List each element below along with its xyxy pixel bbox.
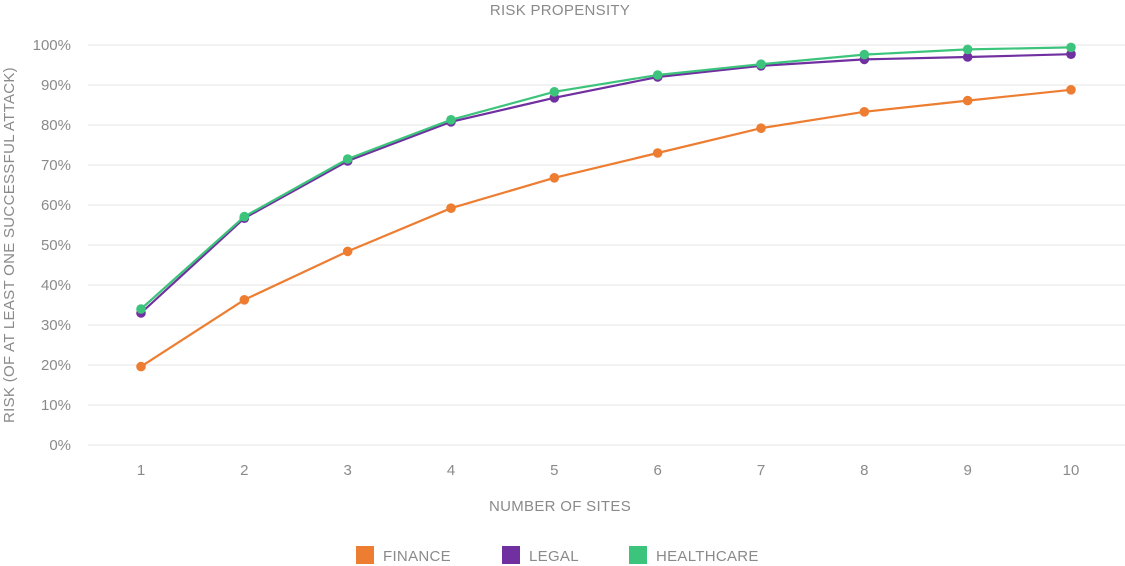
y-tick-label: 20% — [41, 357, 71, 374]
y-tick-label: 40% — [41, 277, 71, 294]
data-point-healthcare — [342, 154, 353, 164]
data-point-healthcare — [962, 44, 973, 55]
x-tick-label: 2 — [240, 462, 248, 479]
data-point-finance — [859, 107, 870, 117]
data-point-finance — [756, 123, 766, 133]
legend-label-healthcare: HEALTHCARE — [656, 548, 759, 565]
y-axis-ticks: 0% 10% 20% 30% 40% 50% 60% 70% 80% 90% 100% — [33, 37, 71, 454]
series-line-legal — [140, 53, 1072, 314]
chart-title: RISK PROPENSITY — [490, 2, 630, 19]
x-tick-label: 9 — [963, 462, 971, 479]
data-point-healthcare — [756, 59, 766, 69]
legend-swatch-healthcare — [629, 546, 647, 564]
y-axis-label: RISK (OF AT LEAST ONE SUCCESSFUL ATTACK) — [1, 67, 18, 423]
legend-item-legal: LEGAL — [502, 546, 579, 565]
series-healthcare — [136, 42, 1076, 314]
x-tick-label: 8 — [860, 462, 868, 479]
x-tick-label: 3 — [343, 462, 351, 479]
x-tick-label: 5 — [550, 462, 558, 479]
legend-swatch-legal — [502, 546, 520, 564]
data-point-legal — [962, 52, 973, 62]
data-point-healthcare — [859, 49, 870, 60]
y-tick-label: 50% — [41, 237, 71, 254]
series-lines — [136, 42, 1076, 372]
series-line-healthcare — [140, 46, 1072, 310]
legend-item-finance: FINANCE — [356, 546, 451, 565]
legend-label-finance: FINANCE — [383, 548, 451, 565]
y-tick-label: 70% — [41, 157, 71, 174]
series-finance — [136, 85, 1076, 372]
x-tick-label: 1 — [137, 462, 145, 479]
y-tick-label: 60% — [41, 197, 71, 214]
gridlines — [88, 44, 1125, 446]
legend-swatch-finance — [356, 546, 374, 564]
data-point-healthcare — [136, 304, 146, 314]
data-point-healthcare — [1066, 42, 1076, 53]
y-tick-label: 10% — [41, 397, 71, 414]
data-point-legal — [1066, 49, 1076, 59]
y-tick-label: 100% — [33, 37, 71, 54]
legend-label-legal: LEGAL — [529, 548, 579, 565]
x-axis-ticks: 1 2 3 4 5 6 7 8 9 10 — [137, 462, 1080, 479]
data-point-finance — [446, 203, 456, 213]
data-point-finance — [342, 246, 353, 257]
y-tick-label: 0% — [49, 437, 71, 454]
data-point-finance — [1066, 85, 1076, 95]
x-axis-label: NUMBER OF SITES — [489, 498, 631, 515]
data-point-healthcare — [446, 115, 456, 125]
y-tick-label: 30% — [41, 317, 71, 334]
data-point-finance — [549, 173, 560, 183]
x-tick-label: 6 — [653, 462, 661, 479]
x-tick-label: 10 — [1063, 462, 1080, 479]
series-legal — [136, 49, 1076, 318]
data-point-healthcare — [652, 70, 663, 80]
data-point-finance — [652, 148, 663, 158]
data-point-finance — [136, 361, 146, 372]
legend: FINANCE LEGAL HEALTHCARE — [356, 546, 759, 565]
series-line-finance — [140, 88, 1072, 368]
data-point-healthcare — [549, 87, 560, 97]
x-tick-label: 7 — [757, 462, 765, 479]
y-tick-label: 80% — [41, 117, 71, 134]
x-tick-label: 4 — [447, 462, 455, 479]
data-point-healthcare — [239, 211, 250, 222]
y-tick-label: 90% — [41, 77, 71, 94]
data-point-finance — [239, 295, 250, 305]
legend-item-healthcare: HEALTHCARE — [629, 546, 759, 565]
data-point-finance — [962, 95, 973, 106]
